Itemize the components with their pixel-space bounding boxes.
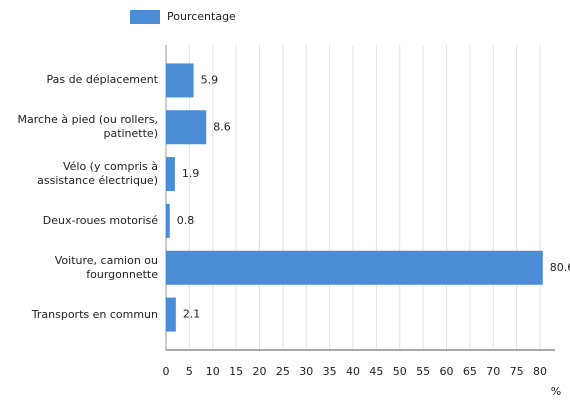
value-label: 5.9 xyxy=(201,73,219,86)
x-tick-label: 45 xyxy=(369,365,383,378)
value-label: 1.9 xyxy=(182,167,200,180)
value-label: 8.6 xyxy=(213,120,231,133)
legend-label: Pourcentage xyxy=(167,10,236,23)
bar xyxy=(166,250,543,285)
y-tick-label: Marche à pied (ou rollers, patinette) xyxy=(17,113,158,141)
x-tick-label: 15 xyxy=(229,365,243,378)
x-tick-label: 50 xyxy=(393,365,407,378)
x-tick-label: 80 xyxy=(533,365,547,378)
x-tick-label: 25 xyxy=(276,365,290,378)
bar xyxy=(166,63,194,98)
bar xyxy=(166,203,170,238)
bar xyxy=(166,110,207,145)
bar xyxy=(166,297,176,332)
x-axis-label: % xyxy=(551,385,561,398)
value-label: 80.6 xyxy=(550,261,570,274)
value-label: 2.1 xyxy=(183,308,201,321)
x-tick-label: 0 xyxy=(163,365,170,378)
x-tick-label: 35 xyxy=(323,365,337,378)
x-tick-label: 60 xyxy=(440,365,454,378)
bar xyxy=(166,157,175,192)
x-tick-label: 70 xyxy=(486,365,500,378)
x-tick-label: 75 xyxy=(510,365,524,378)
x-tick-label: 10 xyxy=(206,365,220,378)
x-tick-label: 5 xyxy=(186,365,193,378)
y-tick-label: Transports en commun xyxy=(31,307,158,321)
y-tick-label: Pas de déplacement xyxy=(46,73,158,87)
x-tick-label: 30 xyxy=(299,365,313,378)
y-tick-label: Voiture, camion ou fourgonnette xyxy=(54,253,158,281)
value-label: 0.8 xyxy=(177,214,195,227)
x-tick-label: 20 xyxy=(253,365,267,378)
x-tick-label: 40 xyxy=(346,365,360,378)
x-tick-label: 65 xyxy=(463,365,477,378)
y-tick-label: Vélo (y compris à assistance électrique) xyxy=(37,160,158,188)
x-tick-label: 55 xyxy=(416,365,430,378)
y-tick-label: Deux-roues motorisé xyxy=(42,213,158,227)
legend-swatch xyxy=(130,10,160,24)
